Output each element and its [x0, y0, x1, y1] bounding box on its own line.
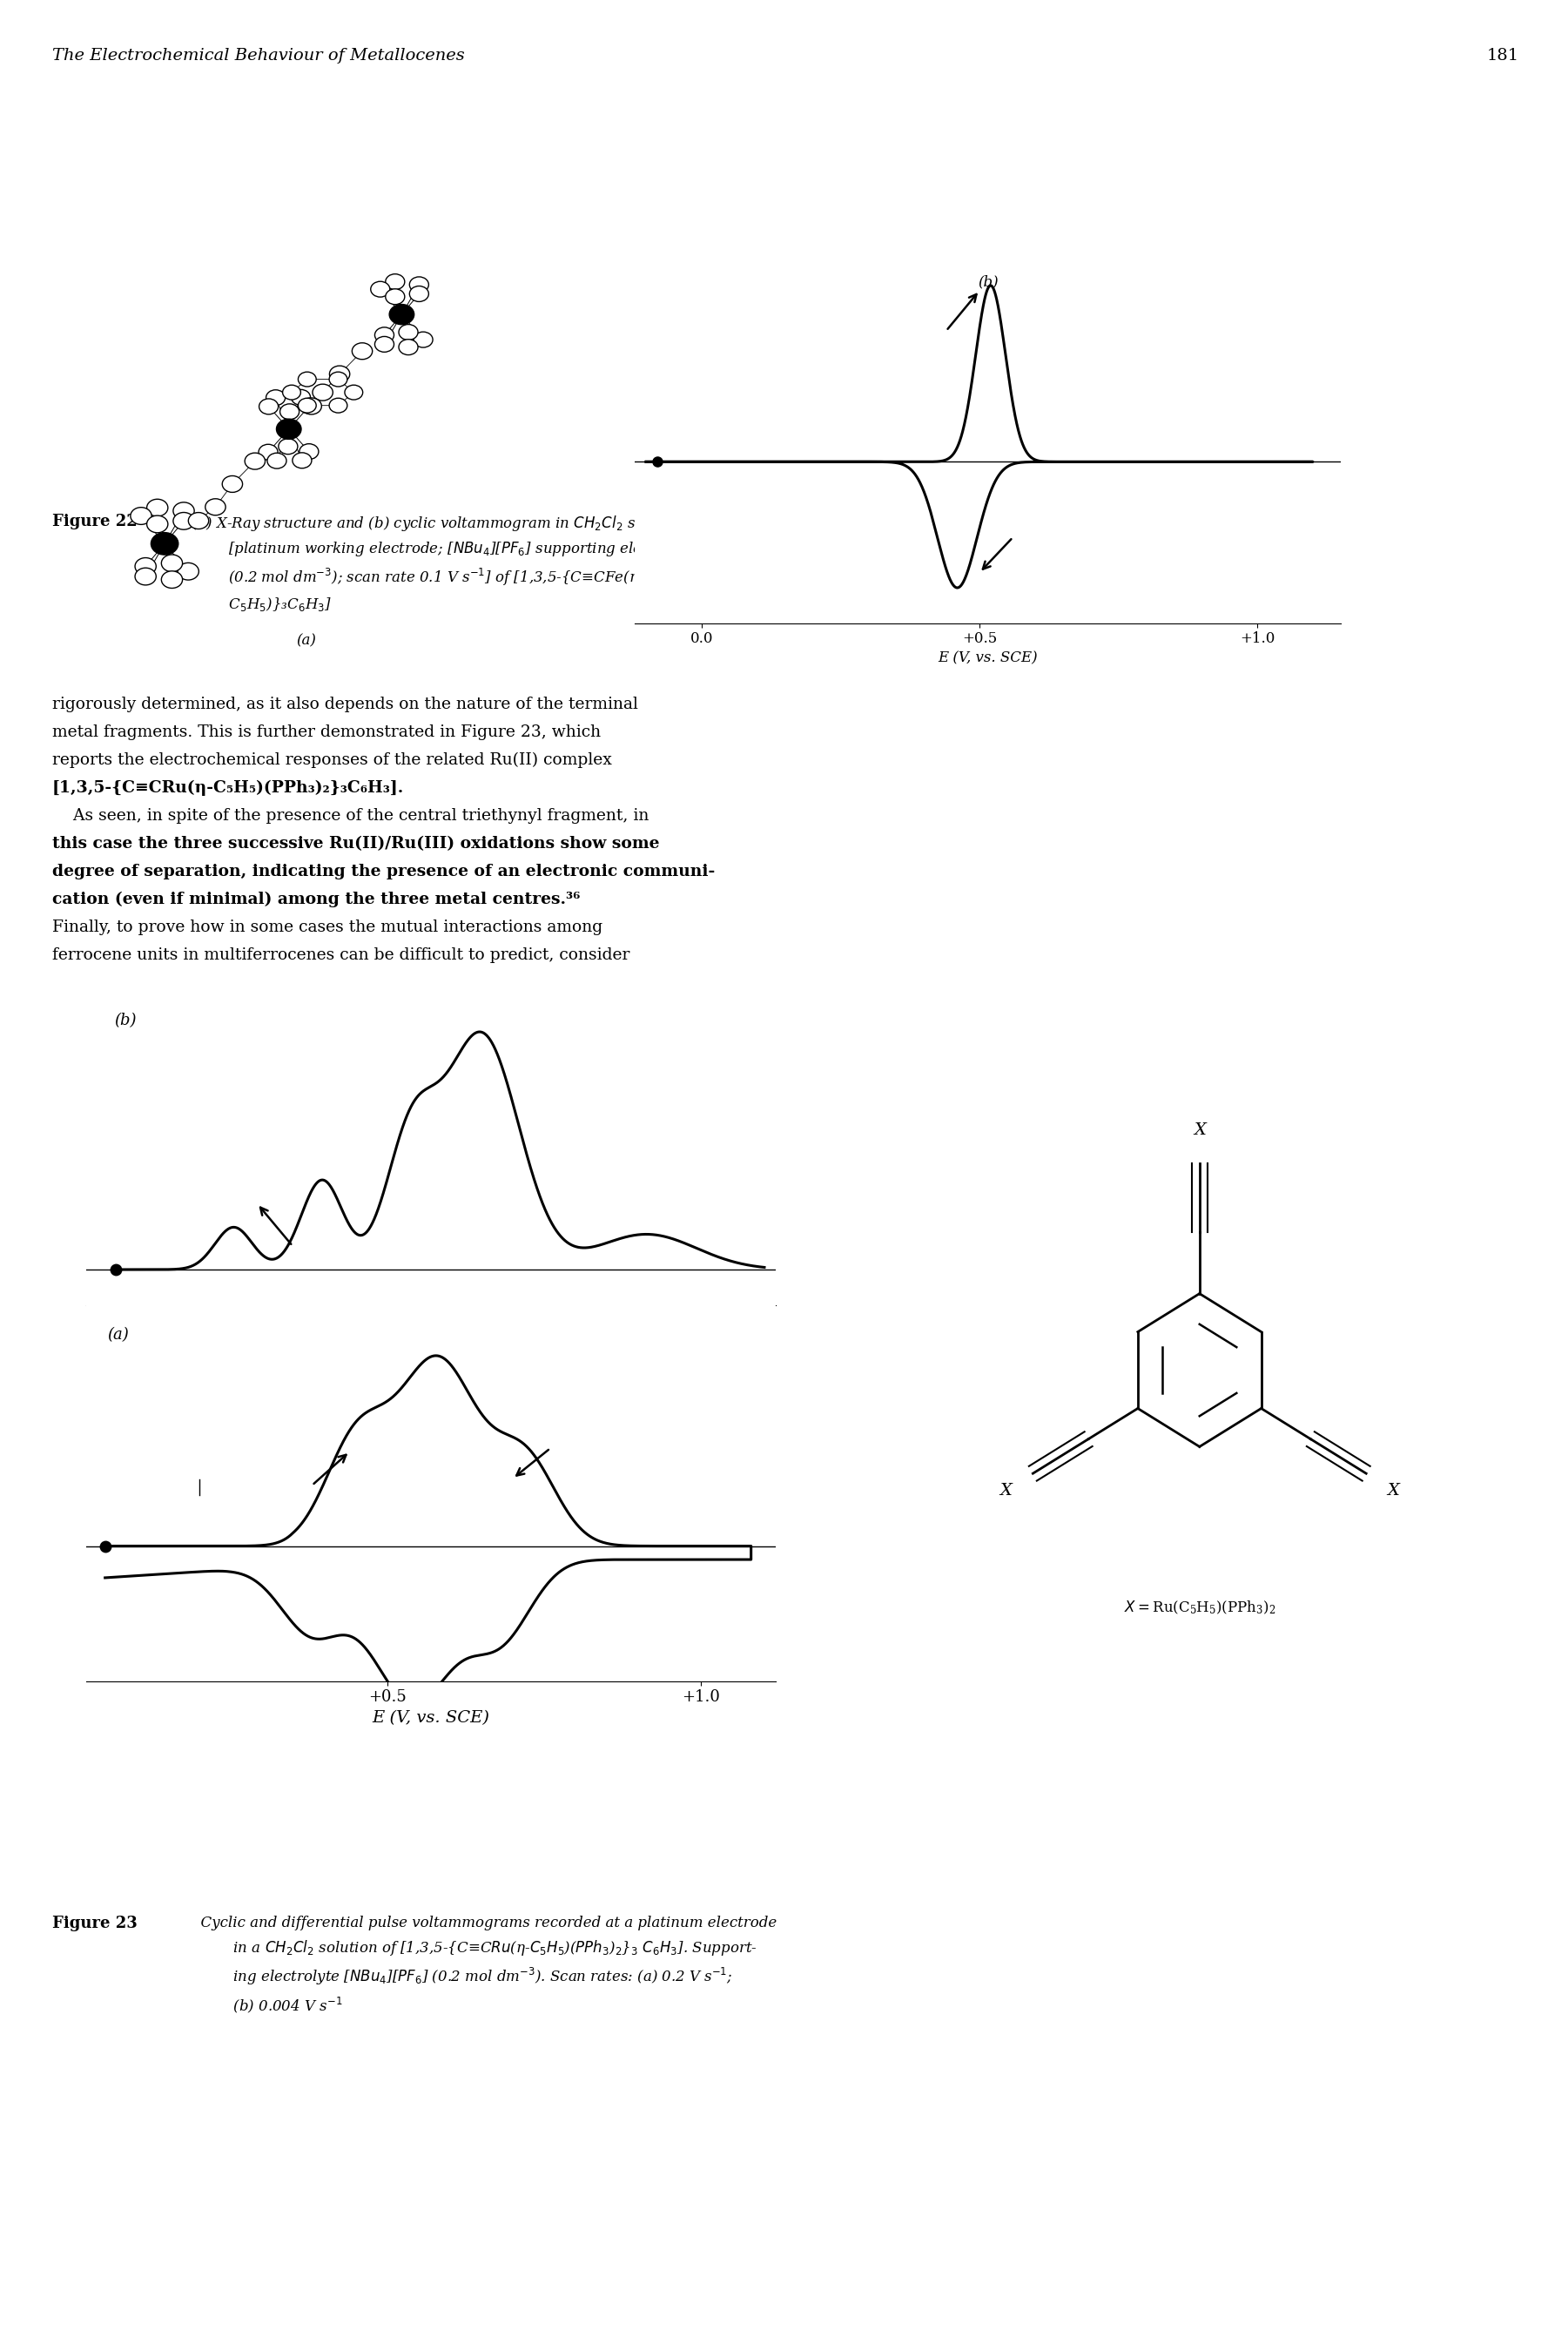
Circle shape — [370, 282, 390, 296]
Circle shape — [135, 557, 157, 576]
Text: metal fragments. This is further demonstrated in Figure 23, which: metal fragments. This is further demonst… — [52, 724, 601, 741]
Circle shape — [312, 383, 332, 400]
Text: (b): (b) — [114, 1013, 136, 1030]
Circle shape — [135, 569, 157, 585]
Text: (b): (b) — [977, 275, 999, 289]
Circle shape — [375, 336, 394, 353]
Circle shape — [259, 400, 278, 414]
Circle shape — [298, 371, 317, 386]
Circle shape — [409, 287, 428, 301]
Text: Finally, to prove how in some cases the mutual interactions among: Finally, to prove how in some cases the … — [52, 919, 602, 936]
Circle shape — [279, 440, 298, 454]
Circle shape — [172, 503, 194, 520]
Circle shape — [386, 289, 405, 306]
Text: Cyclic and differential pulse voltammograms recorded at a platinum electrode
   : Cyclic and differential pulse voltammogr… — [191, 1916, 776, 2015]
Circle shape — [299, 397, 318, 414]
Circle shape — [151, 534, 179, 555]
Circle shape — [205, 498, 226, 515]
Circle shape — [398, 339, 419, 355]
Circle shape — [398, 324, 419, 341]
Text: $X = \mathregular{Ru(C_5H_5)(PPh_3)_2}$: $X = \mathregular{Ru(C_5H_5)(PPh_3)_2}$ — [1124, 1599, 1275, 1615]
Circle shape — [188, 513, 209, 529]
Circle shape — [282, 386, 301, 400]
Text: cation (even if minimal) among the three metal centres.³⁶: cation (even if minimal) among the three… — [52, 891, 580, 907]
Text: ferrocene units in multiferrocenes can be difficult to predict, consider: ferrocene units in multiferrocenes can b… — [52, 947, 630, 964]
Text: [1,3,5-{C≡CRu(η-C₅H₅)(PPh₃)₂}₃C₆H₃].: [1,3,5-{C≡CRu(η-C₅H₅)(PPh₃)₂}₃C₆H₃]. — [52, 781, 405, 797]
Text: rigorously determined, as it also depends on the nature of the terminal: rigorously determined, as it also depend… — [52, 696, 638, 712]
Text: 181: 181 — [1486, 47, 1519, 63]
Text: The Electrochemical Behaviour of Metallocenes: The Electrochemical Behaviour of Metallo… — [52, 47, 464, 63]
Circle shape — [147, 515, 168, 534]
Circle shape — [299, 444, 318, 458]
Text: X: X — [1000, 1483, 1011, 1498]
Circle shape — [386, 275, 405, 289]
Circle shape — [172, 513, 194, 529]
Circle shape — [130, 508, 152, 524]
Text: X: X — [1388, 1483, 1399, 1498]
Circle shape — [245, 454, 265, 470]
Text: X: X — [1193, 1121, 1206, 1138]
Text: As seen, in spite of the presence of the central triethynyl fragment, in: As seen, in spite of the presence of the… — [52, 809, 649, 823]
Text: Figure 22: Figure 22 — [52, 515, 138, 529]
Circle shape — [177, 562, 199, 581]
Circle shape — [409, 277, 428, 292]
Circle shape — [389, 303, 414, 324]
Circle shape — [292, 390, 310, 404]
Circle shape — [375, 327, 394, 343]
Circle shape — [298, 397, 317, 414]
Circle shape — [414, 331, 433, 348]
Circle shape — [162, 571, 182, 588]
Text: (a) X-Ray structure and (b) cyclic voltammogram in $\mathit{CH_2Cl_2}$ solution
: (a) X-Ray structure and (b) cyclic volta… — [191, 515, 720, 614]
Circle shape — [162, 555, 182, 571]
Circle shape — [281, 404, 299, 418]
Circle shape — [293, 454, 312, 468]
Text: (a): (a) — [296, 632, 315, 649]
Circle shape — [267, 390, 285, 404]
Circle shape — [353, 343, 372, 360]
Text: this case the three successive Ru(II)/Ru(III) oxidations show some: this case the three successive Ru(II)/Ru… — [52, 837, 660, 851]
Circle shape — [301, 397, 321, 414]
Text: Figure 23: Figure 23 — [52, 1916, 138, 1930]
Circle shape — [147, 498, 168, 517]
Circle shape — [267, 454, 287, 468]
Text: degree of separation, indicating the presence of an electronic communi-: degree of separation, indicating the pre… — [52, 863, 715, 879]
X-axis label: E (V, vs. SCE): E (V, vs. SCE) — [938, 651, 1038, 665]
Circle shape — [329, 371, 347, 386]
Circle shape — [259, 444, 278, 461]
Circle shape — [329, 397, 347, 414]
Text: (a): (a) — [107, 1328, 129, 1342]
Circle shape — [329, 367, 350, 383]
X-axis label: E (V, vs. SCE): E (V, vs. SCE) — [373, 1709, 489, 1726]
Circle shape — [345, 386, 362, 400]
Circle shape — [223, 475, 243, 491]
Circle shape — [276, 418, 301, 440]
Text: reports the electrochemical responses of the related Ru(II) complex: reports the electrochemical responses of… — [52, 752, 612, 769]
